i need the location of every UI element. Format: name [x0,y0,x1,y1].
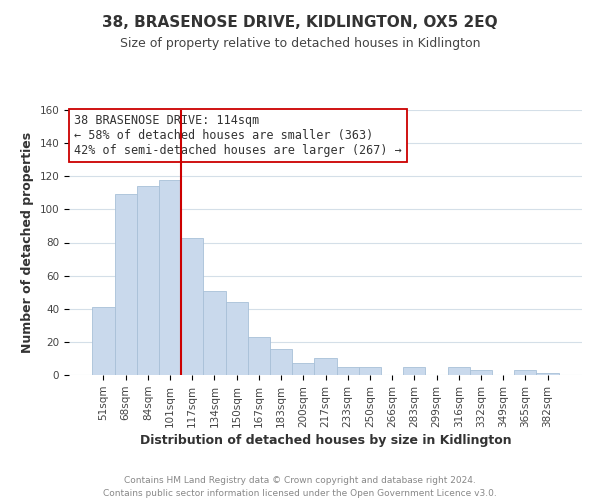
X-axis label: Distribution of detached houses by size in Kidlington: Distribution of detached houses by size … [140,434,511,447]
Bar [270,348,292,375]
Text: Contains HM Land Registry data © Crown copyright and database right 2024.: Contains HM Land Registry data © Crown c… [124,476,476,485]
Bar [359,366,381,375]
Bar [337,366,359,375]
Bar [536,374,559,375]
Bar [292,364,314,375]
Y-axis label: Number of detached properties: Number of detached properties [21,132,34,353]
Bar [203,290,226,375]
Bar [514,370,536,375]
Bar [137,186,159,375]
Bar [226,302,248,375]
Bar [92,307,115,375]
Text: 38, BRASENOSE DRIVE, KIDLINGTON, OX5 2EQ: 38, BRASENOSE DRIVE, KIDLINGTON, OX5 2EQ [102,15,498,30]
Text: 38 BRASENOSE DRIVE: 114sqm
← 58% of detached houses are smaller (363)
42% of sem: 38 BRASENOSE DRIVE: 114sqm ← 58% of deta… [74,114,402,157]
Bar [448,366,470,375]
Text: Size of property relative to detached houses in Kidlington: Size of property relative to detached ho… [120,38,480,51]
Bar [115,194,137,375]
Bar [159,180,181,375]
Bar [314,358,337,375]
Bar [181,238,203,375]
Bar [248,337,270,375]
Bar [403,366,425,375]
Bar [470,370,492,375]
Text: Contains public sector information licensed under the Open Government Licence v3: Contains public sector information licen… [103,488,497,498]
